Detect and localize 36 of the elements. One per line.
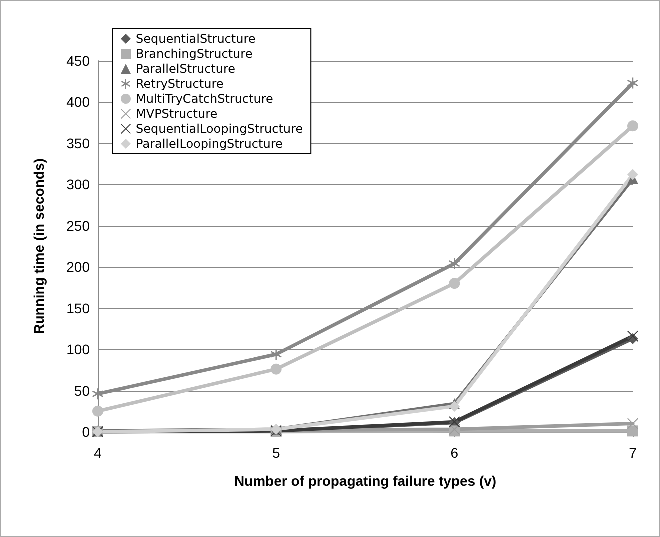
point bbox=[449, 258, 460, 270]
point bbox=[92, 388, 104, 400]
legend-label: SequentialLoopingStructure bbox=[136, 122, 304, 136]
y-tick-label: 200 bbox=[66, 259, 90, 276]
point bbox=[628, 330, 638, 342]
y-tick-label: 50 bbox=[74, 382, 90, 399]
legend-label: MultiTryCatchStructure bbox=[136, 92, 274, 106]
x-tick-label: 5 bbox=[272, 445, 280, 461]
legend-label: ParallelStructure bbox=[136, 62, 236, 76]
point bbox=[628, 120, 638, 132]
legend-label: MVPStructure bbox=[136, 107, 218, 121]
legend-label: SequentialStructure bbox=[136, 32, 256, 46]
legend-label: BranchingStructure bbox=[136, 47, 253, 61]
y-tick-label: 150 bbox=[66, 300, 90, 316]
point bbox=[449, 400, 460, 412]
point bbox=[628, 78, 638, 89]
x-axis-title: Number of propagating failure types (v) bbox=[234, 473, 497, 489]
point bbox=[270, 364, 282, 375]
point bbox=[628, 426, 638, 437]
point bbox=[270, 349, 282, 360]
y-tick-label: 100 bbox=[66, 342, 90, 358]
y-tick-label: 450 bbox=[66, 53, 90, 69]
y-tick-label: 0 bbox=[82, 424, 90, 440]
y-axis-title: Running time (in seconds) bbox=[31, 158, 47, 334]
x-tick-label: 4 bbox=[94, 445, 102, 461]
point bbox=[628, 169, 638, 180]
y-tick-label: 400 bbox=[66, 94, 90, 110]
y-tick-label: 300 bbox=[66, 176, 90, 193]
y-tick-label: 350 bbox=[66, 135, 90, 152]
point bbox=[449, 278, 460, 290]
y-tick-label: 250 bbox=[66, 218, 90, 234]
legend-label: ParallelLoopingStructure bbox=[136, 137, 283, 151]
point bbox=[92, 406, 104, 417]
x-tick-label: 7 bbox=[629, 445, 638, 461]
legend-label: RetryStructure bbox=[136, 77, 224, 91]
x-tick-label: 6 bbox=[450, 445, 459, 461]
